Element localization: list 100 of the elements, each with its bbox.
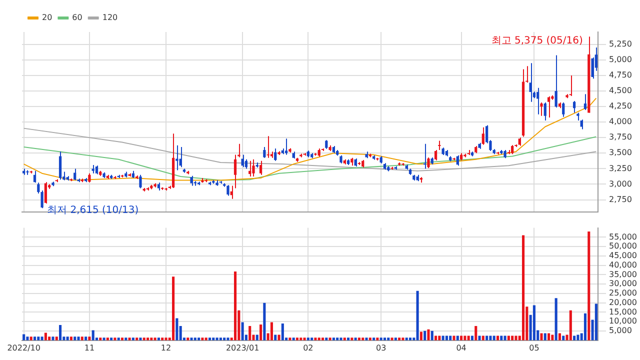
- bar: [241, 322, 244, 340]
- bar: [420, 332, 422, 340]
- y-tick-label: 5,250: [609, 40, 632, 49]
- legend-label: 60: [72, 13, 82, 22]
- bar: [430, 330, 434, 340]
- bar: [554, 298, 558, 340]
- bar: [33, 336, 36, 340]
- bar: [80, 336, 84, 340]
- x-tick-label: 12: [160, 343, 172, 352]
- bar: [340, 338, 342, 340]
- y-tick-label: 40,000: [609, 260, 637, 270]
- bar: [514, 336, 518, 340]
- bar: [573, 336, 576, 340]
- bar: [569, 310, 572, 340]
- bar: [438, 336, 441, 340]
- legend-label: 20: [42, 13, 52, 22]
- bar: [263, 302, 266, 340]
- y-tick-label: 4,250: [609, 102, 632, 111]
- bar: [30, 336, 32, 340]
- y-tick-label: 20,000: [609, 298, 637, 307]
- bar: [540, 333, 543, 340]
- y-tick-label: 4,000: [609, 117, 632, 126]
- x-tick-label: 11: [84, 343, 95, 352]
- bar: [522, 235, 525, 340]
- bar: [234, 272, 237, 340]
- bar: [445, 336, 448, 340]
- bar: [460, 336, 463, 340]
- bar: [176, 318, 178, 340]
- y-tick-label: 5,000: [609, 326, 632, 336]
- bar: [66, 336, 69, 340]
- y-tick-label: 4,500: [609, 86, 632, 96]
- y-tick-label: 3,000: [609, 179, 632, 188]
- bar: [139, 338, 142, 340]
- bar: [486, 336, 488, 340]
- bar: [562, 336, 565, 340]
- bar: [482, 336, 484, 340]
- y-tick-label: 3,750: [609, 132, 632, 142]
- bar: [390, 338, 394, 340]
- bar: [504, 336, 506, 340]
- bar: [489, 336, 492, 340]
- y-tick-label: 30,000: [609, 279, 637, 288]
- bar: [59, 325, 62, 340]
- bar: [248, 326, 252, 340]
- annotation: 최고 5,375 (05/16): [491, 35, 583, 46]
- x-tick-label: 2023/01: [226, 343, 260, 352]
- y-tick-label: 4,750: [609, 70, 632, 80]
- y-tick-label: 35,000: [609, 270, 637, 279]
- bar: [260, 324, 262, 340]
- bar: [102, 338, 106, 340]
- bar: [496, 336, 500, 340]
- bar: [40, 336, 44, 340]
- bar: [37, 336, 40, 340]
- y-tick-label: 15,000: [609, 307, 637, 316]
- y-tick-label: 3,250: [609, 164, 632, 173]
- bar: [500, 336, 503, 340]
- bar: [434, 336, 438, 340]
- bar: [190, 338, 193, 340]
- bar: [478, 336, 481, 340]
- bar: [452, 336, 456, 340]
- bar: [22, 334, 26, 340]
- bar: [464, 336, 466, 340]
- y-tick-label: 10,000: [609, 316, 637, 326]
- bar: [44, 332, 47, 340]
- bar: [474, 326, 478, 340]
- bar: [88, 336, 91, 340]
- bar: [172, 276, 175, 340]
- y-tick-label: 3,500: [609, 148, 632, 158]
- bar: [584, 313, 587, 340]
- bar: [442, 336, 444, 340]
- bar: [588, 232, 590, 340]
- legend-label: 120: [102, 13, 118, 22]
- bar: [26, 336, 29, 340]
- y-tick-label: 5,000: [609, 55, 632, 64]
- bar: [270, 322, 273, 340]
- bar: [511, 336, 514, 340]
- bar: [55, 336, 58, 340]
- bar: [492, 336, 496, 340]
- bar: [278, 334, 280, 340]
- bar: [456, 336, 459, 340]
- y-tick-label: 55,000: [609, 232, 637, 242]
- bar: [467, 336, 470, 340]
- y-tick-label: 2,750: [609, 194, 632, 204]
- bar: [164, 338, 168, 340]
- bar: [416, 290, 419, 340]
- bar: [427, 329, 430, 340]
- bar: [532, 305, 536, 340]
- y-tick-label: 45,000: [609, 251, 637, 260]
- bar: [449, 336, 452, 340]
- bar: [84, 336, 88, 340]
- y-tick-label: 50,000: [609, 242, 637, 251]
- x-tick-label: 05: [529, 343, 540, 352]
- x-tick-label: 04: [456, 343, 466, 352]
- y-tick-label: 25,000: [609, 288, 637, 298]
- bar: [92, 330, 94, 340]
- bar: [77, 336, 80, 340]
- bar: [594, 304, 598, 340]
- x-tick-label: 2022/10: [7, 343, 40, 352]
- bar: [52, 336, 54, 340]
- bar: [281, 324, 284, 340]
- bar: [48, 336, 51, 340]
